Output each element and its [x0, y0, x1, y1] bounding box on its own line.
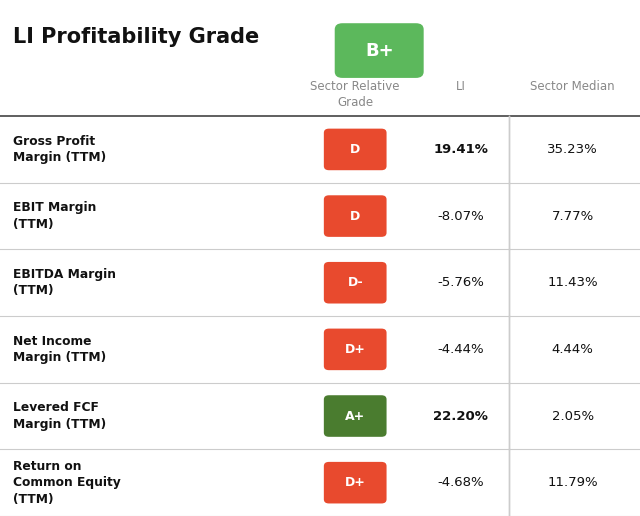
Text: 22.20%: 22.20% [433, 410, 488, 423]
FancyBboxPatch shape [324, 262, 387, 303]
Text: D+: D+ [345, 476, 365, 489]
Text: Sector Median: Sector Median [531, 80, 615, 93]
Text: A+: A+ [345, 410, 365, 423]
Text: 7.77%: 7.77% [552, 209, 594, 222]
Text: D: D [350, 143, 360, 156]
FancyBboxPatch shape [324, 128, 387, 170]
FancyBboxPatch shape [324, 462, 387, 504]
Text: LI Profitability Grade: LI Profitability Grade [13, 27, 259, 47]
Text: EBIT Margin
(TTM): EBIT Margin (TTM) [13, 201, 96, 231]
Text: Return on
Common Equity
(TTM): Return on Common Equity (TTM) [13, 460, 120, 506]
Text: Sector Relative
Grade: Sector Relative Grade [310, 80, 400, 109]
Text: Net Income
Margin (TTM): Net Income Margin (TTM) [13, 334, 106, 364]
Text: Gross Profit
Margin (TTM): Gross Profit Margin (TTM) [13, 135, 106, 164]
Text: D-: D- [348, 276, 363, 289]
Text: 19.41%: 19.41% [433, 143, 488, 156]
Text: 35.23%: 35.23% [547, 143, 598, 156]
Text: -5.76%: -5.76% [437, 276, 484, 289]
Text: D+: D+ [345, 343, 365, 356]
Text: -4.68%: -4.68% [438, 476, 484, 489]
Text: Levered FCF
Margin (TTM): Levered FCF Margin (TTM) [13, 401, 106, 431]
FancyBboxPatch shape [335, 23, 424, 78]
Text: EBITDA Margin
(TTM): EBITDA Margin (TTM) [13, 268, 116, 298]
FancyBboxPatch shape [324, 195, 387, 237]
Text: LI: LI [456, 80, 466, 93]
FancyBboxPatch shape [324, 329, 387, 370]
Text: B+: B+ [365, 42, 394, 59]
Text: 2.05%: 2.05% [552, 410, 594, 423]
Text: D: D [350, 209, 360, 222]
Text: -8.07%: -8.07% [437, 209, 484, 222]
FancyBboxPatch shape [324, 395, 387, 437]
Text: 4.44%: 4.44% [552, 343, 594, 356]
Text: -4.44%: -4.44% [438, 343, 484, 356]
Text: 11.43%: 11.43% [547, 276, 598, 289]
Text: 11.79%: 11.79% [547, 476, 598, 489]
